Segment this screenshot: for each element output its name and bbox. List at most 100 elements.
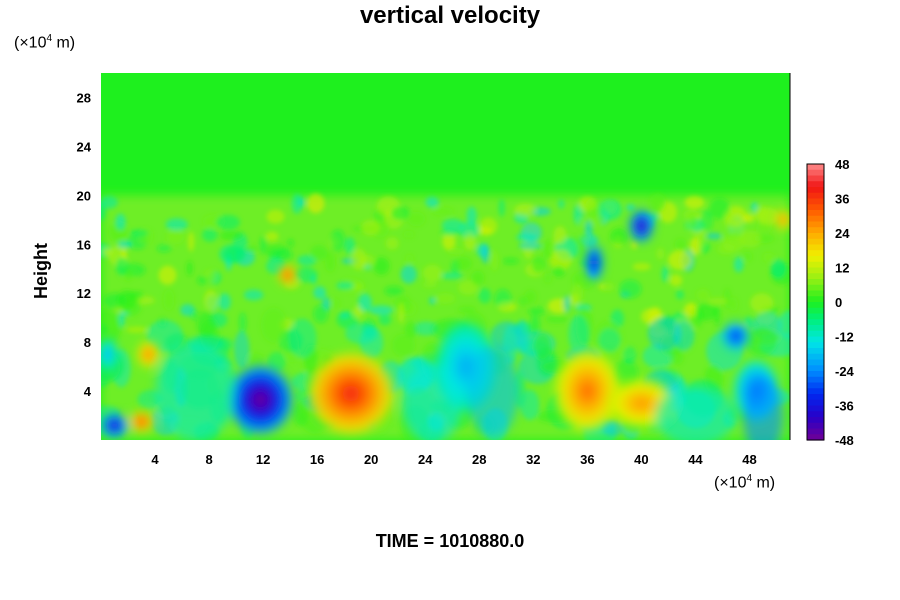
texture-blob bbox=[287, 239, 294, 248]
colorbar-segment bbox=[807, 204, 824, 211]
velocity-cell bbox=[254, 392, 267, 407]
colorbar: 48 36 24 12 0 -12 -24 -36 -48 bbox=[806, 157, 855, 448]
y-tick-label: 12 bbox=[77, 286, 91, 301]
colorbar-tick-label: 0 bbox=[835, 295, 842, 310]
texture-blob bbox=[647, 316, 682, 351]
texture-blob bbox=[261, 307, 287, 343]
colorbar-segment bbox=[807, 336, 824, 343]
texture-blob bbox=[598, 282, 605, 290]
texture-blob bbox=[129, 229, 149, 237]
colorbar-segment bbox=[807, 428, 824, 435]
colorbar-tick-label: -36 bbox=[835, 399, 854, 414]
colorbar-segment bbox=[807, 394, 824, 401]
velocity-cell bbox=[781, 217, 785, 222]
y-tick-label: 20 bbox=[77, 188, 91, 203]
texture-blob bbox=[203, 289, 218, 312]
colorbar-segment bbox=[807, 376, 824, 384]
colorbar-segment bbox=[807, 267, 824, 274]
texture-blob bbox=[310, 245, 328, 261]
texture-blob bbox=[490, 250, 499, 271]
texture-blob bbox=[669, 274, 683, 287]
texture-blob bbox=[440, 272, 463, 280]
texture-blob bbox=[163, 289, 175, 311]
texture-blob bbox=[313, 304, 329, 323]
texture-blob bbox=[466, 206, 477, 226]
texture-blob bbox=[369, 305, 394, 315]
x-tick-label: 24 bbox=[418, 452, 433, 467]
velocity-cell bbox=[459, 357, 472, 376]
texture-blob bbox=[571, 283, 584, 304]
texture-blob bbox=[442, 232, 456, 251]
texture-blob bbox=[233, 331, 250, 368]
texture-blob bbox=[669, 349, 684, 365]
texture-blob bbox=[471, 270, 485, 286]
velocity-cell bbox=[139, 419, 144, 424]
texture-blob bbox=[674, 238, 687, 252]
colorbar-segment bbox=[807, 434, 824, 441]
texture-blob bbox=[743, 213, 755, 223]
colorbar-segment bbox=[807, 187, 824, 194]
texture-blob bbox=[549, 249, 572, 270]
texture-blob bbox=[156, 244, 172, 253]
colorbar-segment bbox=[807, 279, 824, 286]
velocity-cell bbox=[742, 375, 783, 440]
texture-blob bbox=[744, 316, 754, 329]
velocity-cell bbox=[146, 351, 151, 357]
velocity-cell bbox=[401, 363, 462, 440]
colorbar-frame bbox=[806, 163, 825, 441]
texture-blob bbox=[675, 290, 685, 300]
texture-blob bbox=[502, 258, 519, 265]
texture-blob bbox=[454, 256, 472, 271]
texture-blob bbox=[223, 246, 247, 264]
texture-blob bbox=[661, 265, 669, 283]
texture-blob bbox=[117, 290, 137, 311]
texture-blob bbox=[266, 209, 285, 224]
texture-blob bbox=[425, 196, 439, 208]
colorbar-segment bbox=[807, 198, 824, 205]
colorbar-segment bbox=[807, 325, 824, 332]
texture-blob bbox=[190, 309, 198, 321]
texture-blob bbox=[552, 265, 565, 277]
texture-blob bbox=[166, 229, 185, 245]
texture-blob bbox=[405, 254, 414, 264]
texture-blob bbox=[246, 353, 264, 367]
texture-blob bbox=[291, 193, 303, 214]
velocity-cell bbox=[733, 333, 739, 339]
colorbar-segment bbox=[807, 422, 824, 430]
texture-blob bbox=[196, 310, 216, 338]
colorbar-segment bbox=[807, 302, 824, 309]
texture-blob bbox=[115, 213, 126, 231]
texture-blob bbox=[187, 231, 195, 252]
texture-blob bbox=[202, 228, 218, 242]
velocity-cell bbox=[580, 383, 594, 400]
texture-blob bbox=[619, 279, 642, 299]
colorbar-segment bbox=[807, 215, 824, 223]
y-tick-label: 8 bbox=[84, 335, 91, 350]
velocity-cell bbox=[105, 351, 110, 358]
velocity-cell bbox=[634, 398, 649, 409]
colorbar-segment bbox=[807, 296, 824, 303]
texture-blob bbox=[697, 231, 705, 249]
colorbar-segment bbox=[807, 405, 824, 412]
texture-blob bbox=[404, 321, 419, 338]
texture-blob bbox=[165, 218, 188, 231]
texture-blob bbox=[722, 232, 744, 240]
colorbar-tick-label: 24 bbox=[835, 226, 850, 241]
texture-blob bbox=[578, 217, 585, 226]
chart-title: vertical velocity bbox=[359, 2, 541, 29]
texture-blob bbox=[777, 310, 790, 339]
time-label: TIME = 1010880.0 bbox=[375, 531, 525, 551]
texture-blob bbox=[101, 308, 121, 347]
texture-blob bbox=[407, 211, 426, 227]
colorbar-segment bbox=[807, 353, 824, 361]
texture-blob bbox=[435, 293, 456, 304]
texture-blob bbox=[432, 207, 454, 216]
texture-blob bbox=[358, 293, 372, 312]
texture-blob bbox=[218, 293, 231, 311]
colorbar-segment bbox=[807, 330, 824, 338]
colorbar-segment bbox=[807, 233, 824, 240]
texture-blob bbox=[243, 289, 264, 301]
texture-blob bbox=[479, 217, 498, 236]
heatmap-field bbox=[101, 73, 790, 440]
texture-blob bbox=[313, 286, 327, 300]
